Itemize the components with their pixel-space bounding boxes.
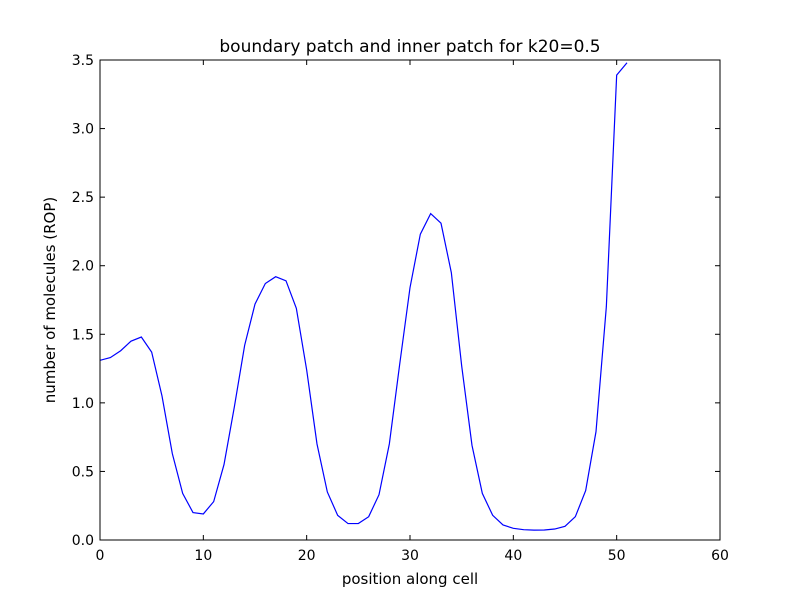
y-tick-label: 1.5	[72, 327, 94, 343]
x-tick-label: 40	[504, 548, 522, 564]
x-tick-label: 30	[401, 548, 419, 564]
chart-title: boundary patch and inner patch for k20=0…	[219, 37, 600, 57]
series-line-0	[100, 62, 628, 531]
y-tick-label: 0.0	[72, 533, 94, 549]
y-tick-label: 3.0	[72, 122, 94, 138]
x-tick-label: 20	[298, 548, 316, 564]
y-axis-label: number of molecules (ROP)	[41, 197, 59, 403]
x-tick-label: 50	[608, 548, 626, 564]
plot-series	[100, 62, 628, 531]
y-axis-ticks: 0.0 0.5 1.0 1.5 2.0 2.5 3.0 3.5	[72, 53, 720, 549]
y-tick-label: 0.5	[72, 464, 94, 480]
y-tick-label: 2.5	[72, 190, 94, 206]
y-tick-label: 3.5	[72, 53, 94, 69]
x-axis-ticks: 0 10 20 30 40 50 60	[96, 60, 729, 564]
y-tick-label: 1.0	[72, 396, 94, 412]
x-tick-label: 0	[96, 548, 105, 564]
plot-frame	[99, 59, 721, 541]
x-tick-label: 60	[711, 548, 729, 564]
x-tick-label: 10	[194, 548, 212, 564]
x-axis-label: position along cell	[342, 570, 478, 588]
y-tick-label: 2.0	[72, 259, 94, 275]
